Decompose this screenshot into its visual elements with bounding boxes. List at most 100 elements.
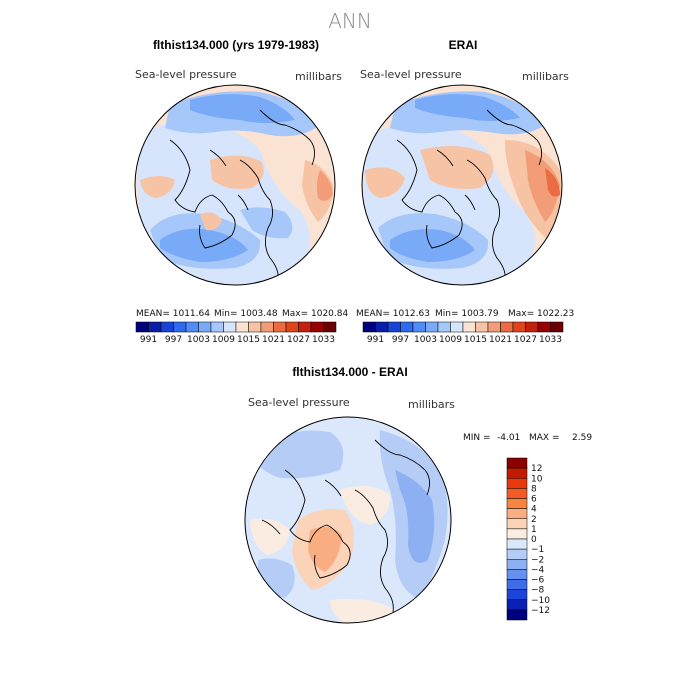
units-label-obs: millibars	[522, 70, 569, 83]
colorbar-tick-label: −8	[531, 586, 545, 596]
colorbar-tick-label: 1015	[237, 335, 260, 345]
colorbar-tick-label: 997	[165, 335, 182, 345]
colorbar-swatch	[506, 548, 528, 560]
colorbar-swatch	[506, 467, 528, 479]
map-model	[135, 85, 335, 285]
colorbar-swatch	[437, 321, 451, 333]
colorbar-tick-label: −12	[531, 606, 550, 616]
colorbar-swatch	[362, 321, 376, 333]
map-border-model	[134, 84, 336, 286]
colorbar-swatch	[298, 321, 312, 333]
colorbar-swatch	[323, 321, 337, 333]
coastlines	[169, 109, 315, 283]
colorbar-swatch	[506, 569, 528, 580]
contour-plus2-centre	[308, 526, 342, 572]
contour-0-arctic	[340, 486, 391, 525]
colorbar-tick-label: 997	[392, 335, 409, 345]
min-stat-obs: Min= 1003.79	[435, 309, 499, 319]
coastlines	[261, 439, 430, 613]
panel-title-model: flthist134.000 (yrs 1979-1983)	[153, 38, 319, 52]
contour-1024-siberia	[545, 168, 560, 197]
contour-1018-arctic	[420, 146, 494, 189]
colorbar-swatch	[310, 321, 324, 333]
colorbar-tick-label: −2	[531, 555, 544, 565]
colorbar-swatch	[537, 321, 551, 333]
contour-1021-siberia	[316, 170, 333, 201]
colorbar-tick-label: 1003	[414, 335, 437, 345]
contour-1018-west	[140, 176, 175, 198]
colorbar-tick-label: 1033	[539, 335, 562, 345]
colorbar-swatch	[198, 321, 212, 333]
contour-1003-barents	[240, 207, 293, 239]
colorbar-tick-label: −4	[531, 565, 545, 575]
colorbar-tick-label: 10	[531, 474, 543, 484]
panel-model: flthist134.000 (yrs 1979-1983) Sea-level…	[134, 38, 348, 345]
coastlines	[396, 109, 542, 283]
field-label-difference: Sea-level pressure	[248, 396, 350, 409]
colorbar-tick-label: 6	[531, 495, 537, 505]
max-label-difference: MAX =	[529, 433, 560, 443]
colorbar-swatch	[506, 508, 528, 519]
colorbar-obs: 991 997 1003 1009 1015 1021 1027 1033	[362, 321, 564, 345]
colorbar-tick-label: −6	[531, 576, 545, 586]
max-stat-obs: Max= 1022.23	[508, 309, 574, 319]
colorbar-swatch	[273, 321, 287, 333]
contour-1000-iceland	[390, 229, 475, 262]
contour-1018-greenland	[200, 212, 222, 231]
colorbar-tick-label: 1027	[514, 335, 537, 345]
mean-stat-model: MEAN= 1011.64	[136, 309, 210, 319]
min-stat-model: Min= 1003.48	[214, 309, 278, 319]
map-difference	[245, 417, 451, 623]
colorbar-tick-label: 1009	[439, 335, 462, 345]
colorbar-swatch	[462, 321, 476, 333]
colorbar-swatch	[450, 321, 464, 333]
min-value-difference: -4.01	[497, 433, 520, 443]
colorbar-swatch	[550, 321, 564, 333]
min-label-difference: MIN =	[463, 433, 491, 443]
field-label-model: Sea-level pressure	[135, 68, 237, 81]
colorbar-tick-label: 1021	[262, 335, 285, 345]
contour-minus4-east	[395, 470, 435, 563]
colorbar-tick-label: 1015	[464, 335, 487, 345]
mean-stat-obs: MEAN= 1012.63	[356, 309, 430, 319]
colorbar-swatch	[210, 321, 224, 333]
contour-1000-iceland	[160, 228, 248, 262]
colorbar-swatch	[506, 609, 528, 621]
colorbar-tick-label: 1021	[489, 335, 512, 345]
panel-title-difference: flthist134.000 - ERAI	[292, 365, 407, 379]
units-label-model: millibars	[295, 70, 342, 83]
colorbar-swatch	[487, 321, 501, 333]
colorbar-swatch	[506, 518, 528, 530]
colorbar-swatch	[425, 321, 439, 333]
contour-1018-west	[365, 167, 405, 198]
colorbar-swatch	[525, 321, 539, 333]
colorbar-tick-label: 1027	[287, 335, 310, 345]
colorbar-swatch	[173, 321, 187, 333]
panel-title-obs: ERAI	[449, 38, 478, 52]
field-label-obs: Sea-level pressure	[360, 68, 462, 81]
contour-1000-top	[190, 94, 295, 123]
colorbar-tick-label: 2	[531, 515, 537, 525]
colorbar-swatch	[400, 321, 414, 333]
panel-obs: ERAI Sea-level pressure millibars	[356, 38, 574, 345]
colorbar-tick-label: 1009	[212, 335, 235, 345]
colorbar-swatch	[375, 321, 389, 333]
colorbar-swatch	[506, 488, 528, 499]
colorbar-swatch	[475, 321, 489, 333]
colorbar-tick-label: 1033	[312, 335, 335, 345]
contour-0-west	[250, 518, 290, 555]
colorbar-tick-label: 991	[367, 335, 384, 345]
colorbar-swatch	[285, 321, 299, 333]
colorbar-swatch	[506, 478, 528, 489]
contour-1000-top	[415, 94, 520, 121]
panel-difference: flthist134.000 - ERAI Sea-level pressure…	[244, 365, 592, 624]
colorbar-swatch	[512, 321, 526, 333]
colorbar-tick-label: 1	[531, 525, 537, 535]
colorbar-swatch	[160, 321, 174, 333]
colorbar-swatch	[148, 321, 162, 333]
colorbar-tick-label: 1003	[187, 335, 210, 345]
colorbar-swatch	[506, 599, 528, 611]
colorbar-swatch	[135, 321, 149, 333]
